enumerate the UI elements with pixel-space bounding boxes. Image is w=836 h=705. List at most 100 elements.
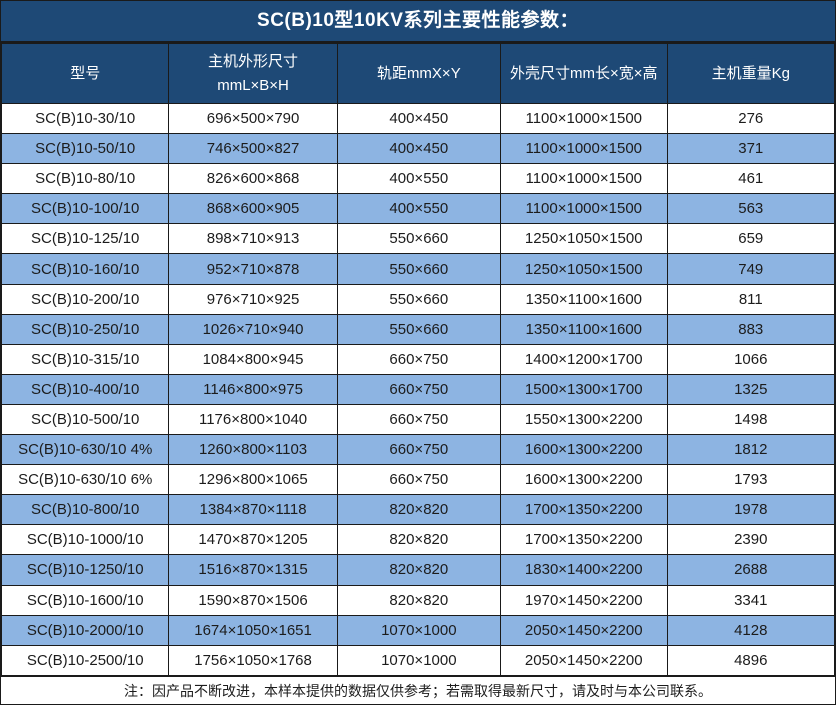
cell-shell: 1350×1100×1600 — [499, 313, 668, 345]
cell-model: SC(B)10-2500/10 — [0, 644, 170, 677]
table-row: SC(B)10-160/10 952×710×878 550×660 1250×… — [0, 253, 836, 285]
table-row: SC(B)10-30/10 696×500×790 400×450 1100×1… — [0, 102, 836, 135]
cell-model: SC(B)10-630/10 4% — [0, 434, 170, 466]
cell-model: SC(B)10-100/10 — [0, 193, 170, 225]
cell-model: SC(B)10-500/10 — [0, 403, 170, 436]
spec-table: 型号 主机外形尺寸 mmL×B×H 轨距mmX×Y 外壳尺寸mm长×宽×高 主机… — [0, 43, 836, 677]
cell-gauge: 820×820 — [336, 554, 501, 586]
col-header-model: 型号 — [0, 43, 170, 104]
col-header-weight: 主机重量Kg — [666, 43, 836, 104]
cell-weight: 4896 — [666, 644, 836, 677]
cell-weight: 1793 — [666, 464, 836, 496]
cell-model: SC(B)10-1000/10 — [0, 524, 170, 556]
cell-weight: 1325 — [666, 373, 836, 405]
cell-gauge: 400×450 — [336, 133, 501, 165]
cell-weight: 4128 — [666, 614, 836, 646]
table-row: SC(B)10-1600/10 1590×870×1506 820×820 19… — [0, 584, 836, 616]
cell-dimensions: 1176×800×1040 — [168, 403, 338, 436]
col-header-dimensions-label: 主机外形尺寸 — [208, 53, 299, 71]
cell-weight: 563 — [666, 193, 836, 225]
cell-model: SC(B)10-1600/10 — [0, 584, 170, 616]
cell-dimensions: 1516×870×1315 — [168, 554, 338, 586]
table-row: SC(B)10-630/10 6% 1296×800×1065 660×750 … — [0, 464, 836, 496]
cell-dimensions: 1590×870×1506 — [168, 584, 338, 616]
cell-shell: 1100×1000×1500 — [499, 193, 668, 225]
table-row: SC(B)10-400/10 1146×800×975 660×750 1500… — [0, 373, 836, 405]
cell-weight: 811 — [666, 283, 836, 315]
cell-gauge: 660×750 — [336, 343, 501, 375]
table-row: SC(B)10-2000/10 1674×1050×1651 1070×1000… — [0, 614, 836, 646]
cell-gauge: 660×750 — [336, 434, 501, 466]
table-row: SC(B)10-1000/10 1470×870×1205 820×820 17… — [0, 524, 836, 556]
cell-weight: 461 — [666, 163, 836, 195]
cell-weight: 1498 — [666, 403, 836, 436]
cell-weight: 1066 — [666, 343, 836, 375]
table-row: SC(B)10-50/10 746×500×827 400×450 1100×1… — [0, 133, 836, 165]
cell-weight: 883 — [666, 313, 836, 345]
cell-model: SC(B)10-250/10 — [0, 313, 170, 345]
cell-model: SC(B)10-80/10 — [0, 163, 170, 195]
cell-gauge: 660×750 — [336, 373, 501, 405]
cell-shell: 1970×1450×2200 — [499, 584, 668, 616]
cell-gauge: 1070×1000 — [336, 644, 501, 677]
cell-weight: 749 — [666, 253, 836, 285]
col-header-dimensions-sublabel: mmL×B×H — [217, 76, 289, 94]
cell-weight: 276 — [666, 102, 836, 135]
cell-dimensions: 1260×800×1103 — [168, 434, 338, 466]
cell-gauge: 1070×1000 — [336, 614, 501, 646]
cell-dimensions: 1026×710×940 — [168, 313, 338, 345]
cell-shell: 1350×1100×1600 — [499, 283, 668, 315]
cell-weight: 3341 — [666, 584, 836, 616]
cell-shell: 2050×1450×2200 — [499, 614, 668, 646]
table-row: SC(B)10-2500/10 1756×1050×1768 1070×1000… — [0, 644, 836, 677]
cell-shell: 1600×1300×2200 — [499, 434, 668, 466]
cell-model: SC(B)10-200/10 — [0, 283, 170, 315]
cell-shell: 1500×1300×1700 — [499, 373, 668, 405]
cell-gauge: 660×750 — [336, 464, 501, 496]
cell-dimensions: 1146×800×975 — [168, 373, 338, 405]
table-row: SC(B)10-200/10 976×710×925 550×660 1350×… — [0, 283, 836, 315]
col-header-model-label: 型号 — [70, 64, 101, 82]
table-row: SC(B)10-800/10 1384×870×1118 820×820 170… — [0, 494, 836, 526]
cell-shell: 1600×1300×2200 — [499, 464, 668, 496]
cell-weight: 1812 — [666, 434, 836, 466]
cell-weight: 371 — [666, 133, 836, 165]
cell-model: SC(B)10-400/10 — [0, 373, 170, 405]
table-body: SC(B)10-30/10 696×500×790 400×450 1100×1… — [0, 102, 836, 677]
page-title: SC(B)10型10KV系列主要性能参数： — [1, 1, 835, 43]
cell-gauge: 550×660 — [336, 223, 501, 255]
cell-shell: 1700×1350×2200 — [499, 494, 668, 526]
cell-model: SC(B)10-160/10 — [0, 253, 170, 285]
cell-dimensions: 868×600×905 — [168, 193, 338, 225]
cell-dimensions: 1084×800×945 — [168, 343, 338, 375]
cell-dimensions: 746×500×827 — [168, 133, 338, 165]
cell-model: SC(B)10-30/10 — [0, 102, 170, 135]
cell-gauge: 400×550 — [336, 193, 501, 225]
cell-gauge: 550×660 — [336, 283, 501, 315]
cell-gauge: 820×820 — [336, 494, 501, 526]
cell-model: SC(B)10-315/10 — [0, 343, 170, 375]
cell-shell: 2050×1450×2200 — [499, 644, 668, 677]
cell-shell: 1100×1000×1500 — [499, 163, 668, 195]
cell-model: SC(B)10-630/10 6% — [0, 464, 170, 496]
cell-model: SC(B)10-800/10 — [0, 494, 170, 526]
cell-gauge: 820×820 — [336, 524, 501, 556]
cell-gauge: 400×450 — [336, 102, 501, 135]
cell-weight: 659 — [666, 223, 836, 255]
cell-shell: 1830×1400×2200 — [499, 554, 668, 586]
cell-dimensions: 696×500×790 — [168, 102, 338, 135]
col-header-dimensions: 主机外形尺寸 mmL×B×H — [168, 43, 338, 104]
footnote: 注：因产品不断改进，本样本提供的数据仅供参考；若需取得最新尺寸，请及时与本公司联… — [1, 676, 835, 704]
table-row: SC(B)10-80/10 826×600×868 400×550 1100×1… — [0, 163, 836, 195]
cell-weight: 1978 — [666, 494, 836, 526]
table-row: SC(B)10-100/10 868×600×905 400×550 1100×… — [0, 193, 836, 225]
cell-gauge: 550×660 — [336, 313, 501, 345]
cell-model: SC(B)10-50/10 — [0, 133, 170, 165]
cell-shell: 1100×1000×1500 — [499, 102, 668, 135]
col-header-weight-label: 主机重量Kg — [711, 64, 790, 82]
cell-model: SC(B)10-125/10 — [0, 223, 170, 255]
cell-gauge: 550×660 — [336, 253, 501, 285]
cell-dimensions: 1470×870×1205 — [168, 524, 338, 556]
col-header-gauge-label: 轨距mmX×Y — [376, 64, 461, 82]
